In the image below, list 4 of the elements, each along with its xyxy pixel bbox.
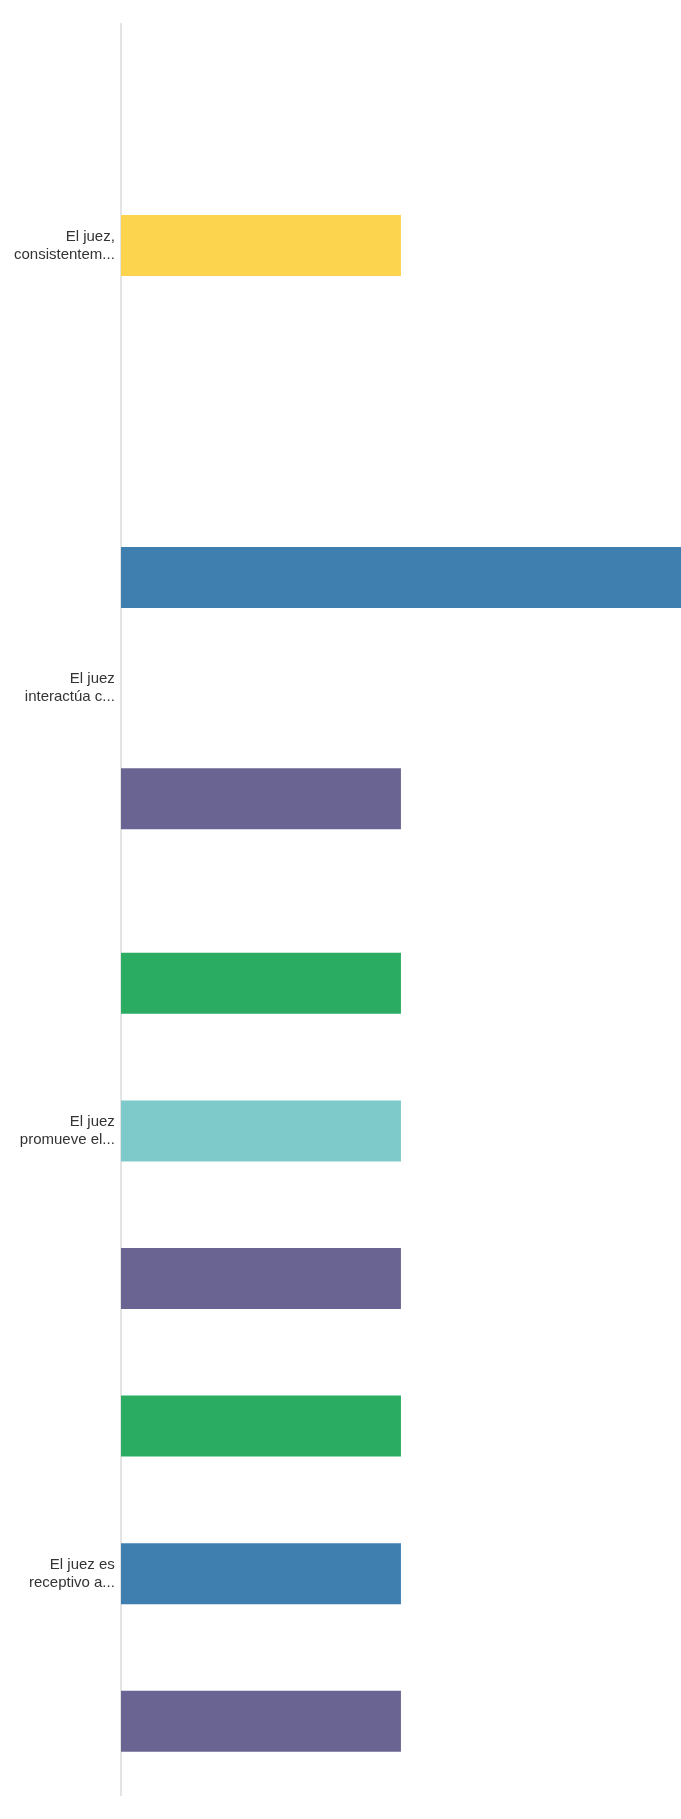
y-tick-label: El juez es receptivo a... [28,1554,115,1590]
y-tick-label: El juez, consistentem... [13,226,115,262]
y-tick-label: El juez interactúa c... [24,669,115,705]
y-tick-label: El juez promueve el... [19,1112,115,1148]
